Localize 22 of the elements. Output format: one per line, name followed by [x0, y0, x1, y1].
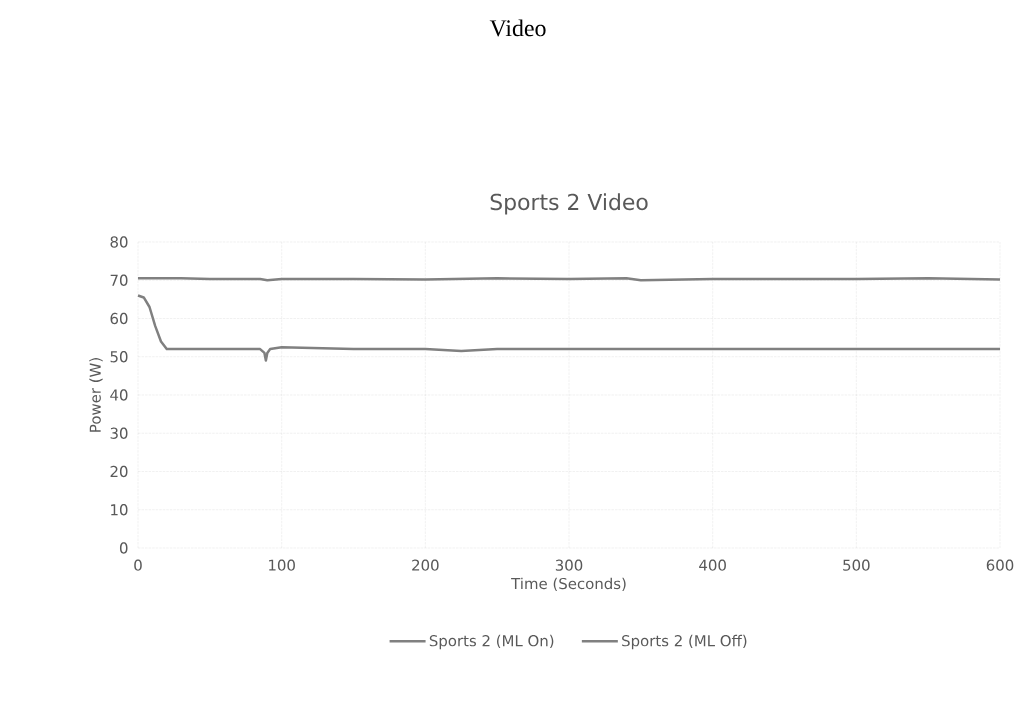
y-tick-label: 10 — [111, 504, 128, 516]
y-tick-label: 20 — [110, 465, 128, 478]
y-tick-label: 50 — [110, 351, 128, 363]
y-tick-label: 80 — [110, 236, 128, 248]
y-tick-label: 60 — [110, 312, 128, 325]
y-tick-label: 0 — [119, 542, 128, 554]
x-tick-label: 100 — [269, 559, 295, 571]
x-tick-label: 300 — [555, 559, 583, 571]
x-tick-label: 500 — [843, 559, 870, 571]
x-tick-label: 0 — [134, 559, 142, 571]
legend-label: Sports 2 (ML Off) — [622, 634, 747, 650]
y-axis-title: Power (W) — [89, 358, 103, 432]
legend-label: Sports 2 (ML On) — [429, 634, 554, 650]
chart-title: Sports 2 Video — [490, 193, 648, 215]
x-tick-label: 400 — [699, 559, 726, 571]
y-tick-label: 70 — [110, 274, 128, 286]
x-tick-label: 200 — [412, 559, 439, 571]
x-tick-label: 600 — [986, 559, 1014, 571]
x-axis-title: Time (Seconds) — [511, 577, 626, 591]
text: Video — [489, 19, 546, 37]
y-tick-label: 40 — [110, 389, 128, 401]
y-tick-label: 30 — [110, 427, 128, 439]
